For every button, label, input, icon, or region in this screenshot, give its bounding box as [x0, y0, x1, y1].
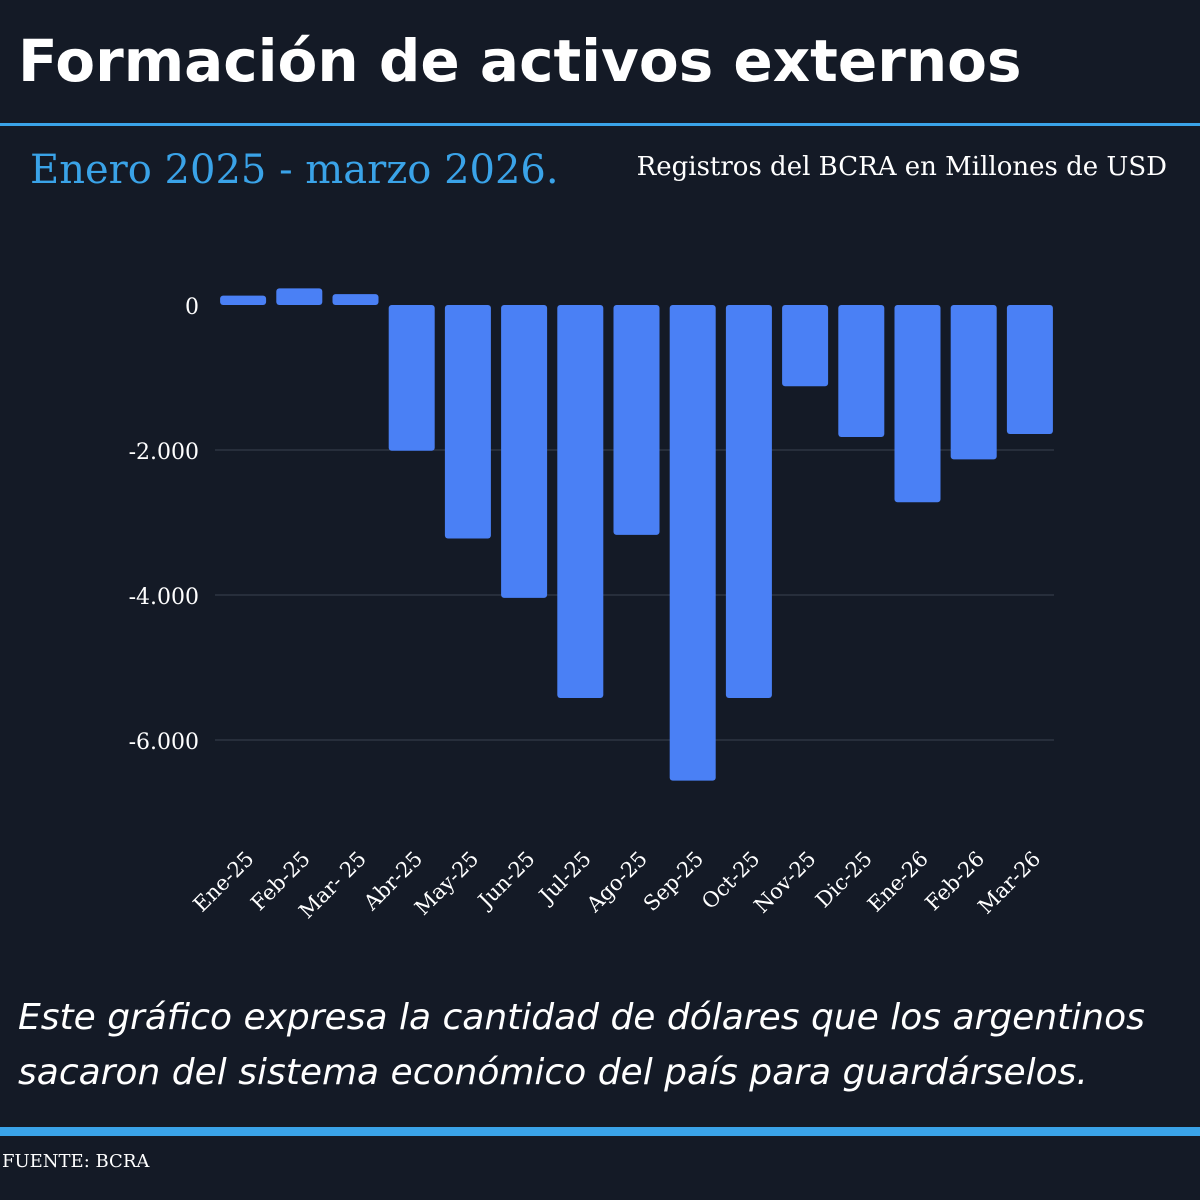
- units-note: Registros del BCRA en Millones de USD: [636, 152, 1167, 182]
- bar-ene-25: [220, 295, 267, 305]
- bar-ene-26: [894, 305, 941, 503]
- bar-may-25: [444, 305, 491, 539]
- bar-feb-25: [276, 288, 323, 305]
- bars: [220, 288, 1053, 781]
- x-tick-label: Jun-25: [472, 847, 539, 914]
- y-tick-label: -2.000: [129, 440, 199, 465]
- bar-feb-26: [950, 305, 997, 460]
- bar-abr-25: [388, 305, 435, 451]
- x-tick-label: Ene-25: [189, 847, 259, 917]
- bar-jun-25: [501, 305, 548, 598]
- bar-sep-25: [669, 305, 716, 781]
- bar-nov-25: [782, 305, 829, 387]
- chart-caption: Este gráfico expresa la cantidad de dóla…: [18, 997, 1145, 1093]
- bar-jul-25: [557, 305, 604, 698]
- footer-divider: [0, 1127, 1200, 1136]
- bar-dic-25: [838, 305, 885, 437]
- y-tick-label: -6.000: [129, 730, 199, 755]
- y-tick-label: 0: [185, 295, 199, 320]
- y-axis-ticks: 0 -2.000 -4.000 -6.000: [129, 295, 199, 755]
- bar-mar-26: [1006, 305, 1053, 435]
- source-note: FUENTE: BCRA: [2, 1151, 150, 1172]
- y-tick-label: -4.000: [129, 585, 199, 610]
- x-tick-label: Ago-25: [581, 847, 652, 918]
- page-title: Formación de activos externos: [18, 27, 1022, 95]
- bar-oct-25: [725, 305, 772, 698]
- date-range-subtitle: Enero 2025 - marzo 2026.: [30, 147, 559, 193]
- x-tick-label: Ene-26: [863, 847, 933, 917]
- x-tick-label: Nov-25: [749, 847, 820, 918]
- x-tick-label: Sep-25: [639, 847, 708, 916]
- x-tick-label: Mar-26: [973, 847, 1045, 919]
- bar-ago-25: [613, 305, 660, 535]
- bar-mar-25: [332, 294, 379, 305]
- title-divider: [0, 123, 1200, 126]
